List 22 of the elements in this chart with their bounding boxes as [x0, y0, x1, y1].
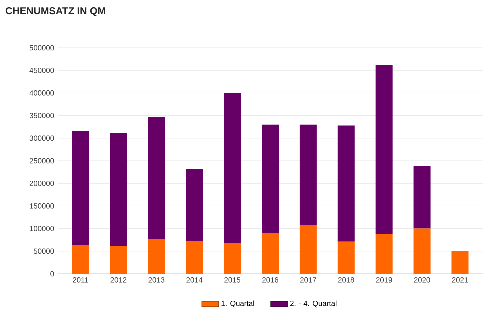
bar: [414, 228, 431, 274]
bar: [338, 126, 355, 242]
bar: [300, 124, 317, 226]
bar: [338, 242, 355, 274]
bar: [72, 245, 90, 274]
chart-title: CHENUMSATZ IN QM: [6, 8, 106, 16]
bar: [414, 166, 431, 229]
bar: [262, 124, 280, 234]
bar: [224, 243, 242, 274]
bar: [452, 251, 469, 274]
bar: [262, 233, 280, 274]
bar: [376, 234, 393, 274]
bar: [110, 132, 128, 246]
bar: [376, 65, 393, 234]
bar: [148, 117, 166, 240]
bar: [110, 246, 128, 274]
bar: [300, 225, 317, 274]
bar: [148, 239, 166, 274]
bar: [224, 93, 242, 244]
bar: [186, 241, 204, 274]
bar: [186, 169, 204, 242]
bar: [72, 131, 90, 246]
